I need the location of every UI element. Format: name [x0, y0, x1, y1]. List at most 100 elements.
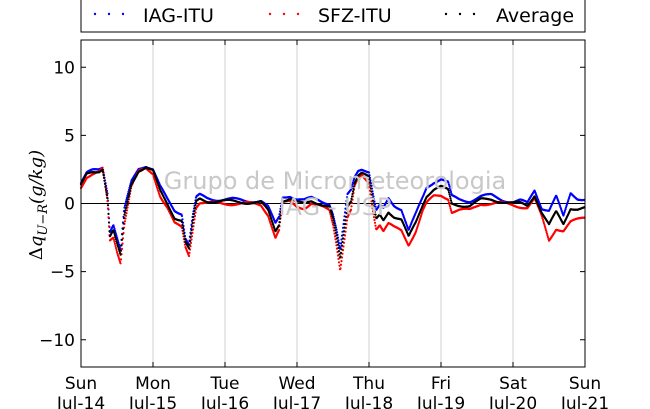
point-average — [102, 176, 106, 179]
point-iag-itu — [447, 181, 450, 184]
point-average — [182, 232, 186, 235]
point-sfz-itu — [373, 218, 376, 222]
point-average — [334, 229, 337, 232]
point-average — [369, 187, 373, 190]
point-sfz-itu — [372, 213, 375, 216]
point-sfz-itu — [545, 232, 549, 235]
legend-marker — [444, 12, 448, 16]
legend-marker — [282, 12, 286, 16]
point-average — [351, 192, 354, 196]
point-iag-itu — [350, 186, 353, 189]
point-average — [129, 187, 132, 190]
point-iag-itu — [352, 178, 356, 181]
legend-marker — [458, 12, 462, 16]
point-iag-itu — [113, 227, 116, 230]
point-average — [342, 233, 345, 236]
point-average — [123, 211, 127, 214]
legend-label-average: Average — [496, 5, 574, 27]
point-sfz-itu — [114, 246, 118, 250]
point-average — [278, 221, 281, 224]
point-sfz-itu — [101, 166, 104, 170]
point-average — [339, 251, 343, 254]
point-sfz-itu — [542, 222, 546, 225]
point-average — [188, 243, 191, 246]
point-average — [188, 240, 192, 243]
point-average — [371, 199, 375, 202]
legend-label-iag-itu: IAG-ITU — [143, 5, 214, 27]
point-average — [335, 237, 339, 240]
point-average — [101, 168, 104, 171]
point-average — [192, 212, 196, 215]
point-average — [190, 229, 193, 232]
watermark-line-1: Grupo de Micrometeorologia — [164, 167, 506, 195]
point-sfz-itu — [119, 258, 123, 261]
point-average — [128, 191, 131, 194]
x-tick-label-date: Jul-14 — [56, 394, 105, 409]
point-sfz-itu — [190, 235, 194, 238]
point-average — [342, 230, 346, 233]
point-sfz-itu — [545, 230, 548, 234]
point-average — [372, 202, 375, 205]
point-sfz-itu — [114, 244, 117, 248]
point-average — [352, 187, 355, 190]
point-iag-itu — [180, 214, 184, 218]
point-sfz-itu — [189, 241, 193, 244]
point-sfz-itu — [350, 205, 353, 208]
point-sfz-itu — [541, 217, 544, 220]
point-sfz-itu — [337, 261, 341, 264]
point-average — [352, 185, 356, 188]
y-axis-label-subscript: U−R — [36, 204, 51, 236]
point-average — [341, 240, 344, 244]
point-average — [113, 234, 117, 237]
point-sfz-itu — [373, 221, 377, 224]
point-sfz-itu — [107, 225, 111, 228]
point-average — [344, 215, 348, 218]
point-sfz-itu — [339, 267, 342, 270]
y-axis-label-q: q — [26, 236, 47, 248]
point-average — [117, 248, 121, 251]
point-sfz-itu — [543, 223, 546, 227]
tick-layer: 1050−5−10SunJul-14MonJul-15TueJul-16WedJ… — [39, 40, 609, 409]
point-iag-itu — [449, 189, 452, 192]
point-average — [280, 204, 284, 207]
point-sfz-itu — [349, 208, 353, 211]
point-average — [114, 236, 117, 239]
point-average — [349, 200, 353, 203]
point-average — [114, 238, 118, 241]
point-sfz-itu — [372, 216, 376, 219]
point-iag-itu — [277, 215, 281, 218]
point-average — [124, 209, 127, 212]
point-average — [123, 213, 126, 216]
point-sfz-itu — [120, 247, 124, 250]
x-tick-label-date: Jul-19 — [416, 394, 465, 409]
point-average — [331, 216, 335, 219]
point-average — [336, 243, 340, 246]
point-average — [343, 222, 347, 226]
point-average — [105, 191, 108, 194]
point-iag-itu — [345, 199, 348, 203]
point-iag-itu — [190, 223, 193, 226]
point-average — [181, 226, 185, 229]
point-average — [190, 225, 194, 228]
point-iag-itu — [449, 190, 453, 194]
watermark-line-2: IAG - USP — [279, 193, 392, 221]
x-tick-label-day: Sun — [569, 374, 601, 394]
point-average — [194, 203, 197, 207]
point-iag-itu — [448, 185, 451, 188]
point-average — [108, 230, 111, 233]
point-average — [192, 215, 195, 218]
point-average — [370, 190, 373, 193]
point-average — [449, 199, 453, 202]
point-iag-itu — [344, 203, 348, 206]
y-tick-label: −10 — [39, 331, 75, 351]
point-average — [449, 197, 452, 200]
point-average — [370, 193, 374, 196]
point-average — [128, 189, 132, 192]
point-average — [350, 197, 353, 200]
point-sfz-itu — [277, 229, 281, 232]
point-average — [332, 219, 335, 222]
legend-box — [80, 0, 586, 33]
point-iag-itu — [350, 185, 354, 188]
x-tick-label-day: Sun — [65, 374, 97, 394]
point-sfz-itu — [113, 240, 116, 243]
